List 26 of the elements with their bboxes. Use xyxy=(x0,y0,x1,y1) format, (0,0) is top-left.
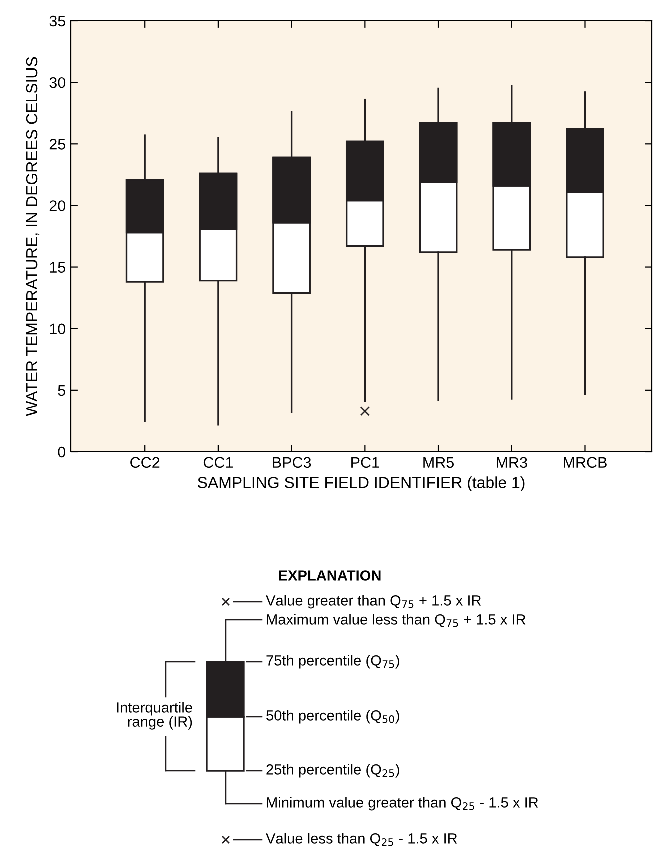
text: 75th percentile (Q$_{75}$) xyxy=(266,655,400,669)
text: Value less than Q$_{25}$ - 1.5 x IR xyxy=(266,833,458,846)
y-tick-label: 35 xyxy=(50,16,66,27)
text: 25th percentile (Q$_{25}$) xyxy=(266,764,400,778)
x-tick-label: CC1 xyxy=(204,457,233,468)
x-tick-label: MRCB xyxy=(564,457,607,468)
text: Maximum value less than Q$_{75}$ + 1.5 x IR xyxy=(267,614,526,628)
text: Interquartile range (IR) xyxy=(117,702,192,730)
text: 50th percentile (Q$_{50}$) xyxy=(266,710,400,724)
y-tick-label: 30 xyxy=(50,77,66,88)
y-tick-label: 5 xyxy=(58,385,66,396)
text: EXPLANATION xyxy=(279,570,381,581)
x-tick-label: MR3 xyxy=(497,457,528,468)
y-tick-label: 20 xyxy=(50,200,66,212)
x-axis-title: SAMPLING SITE FIELD IDENTIFIER (table 1) xyxy=(198,476,525,492)
text: Value greater than Q$_{75}$ + 1.5 x IR xyxy=(266,595,482,609)
y-tick-label: 15 xyxy=(50,262,66,273)
y-tick-label: 10 xyxy=(50,324,66,335)
x-tick-label: CC2 xyxy=(130,457,160,468)
text: Minimum value greater than Q$_{25}$ - 1.5 x IR xyxy=(267,797,538,811)
y-tick-label: 25 xyxy=(50,139,66,150)
y-tick-label: 0 xyxy=(58,446,66,458)
x-tick-label: MR5 xyxy=(424,457,454,468)
x-tick-label: PC1 xyxy=(352,457,380,468)
x-tick-label: BPC3 xyxy=(273,457,312,468)
y-axis-title: WATER TEMPERATURE, IN DEGREES CELSIUS xyxy=(26,57,40,416)
